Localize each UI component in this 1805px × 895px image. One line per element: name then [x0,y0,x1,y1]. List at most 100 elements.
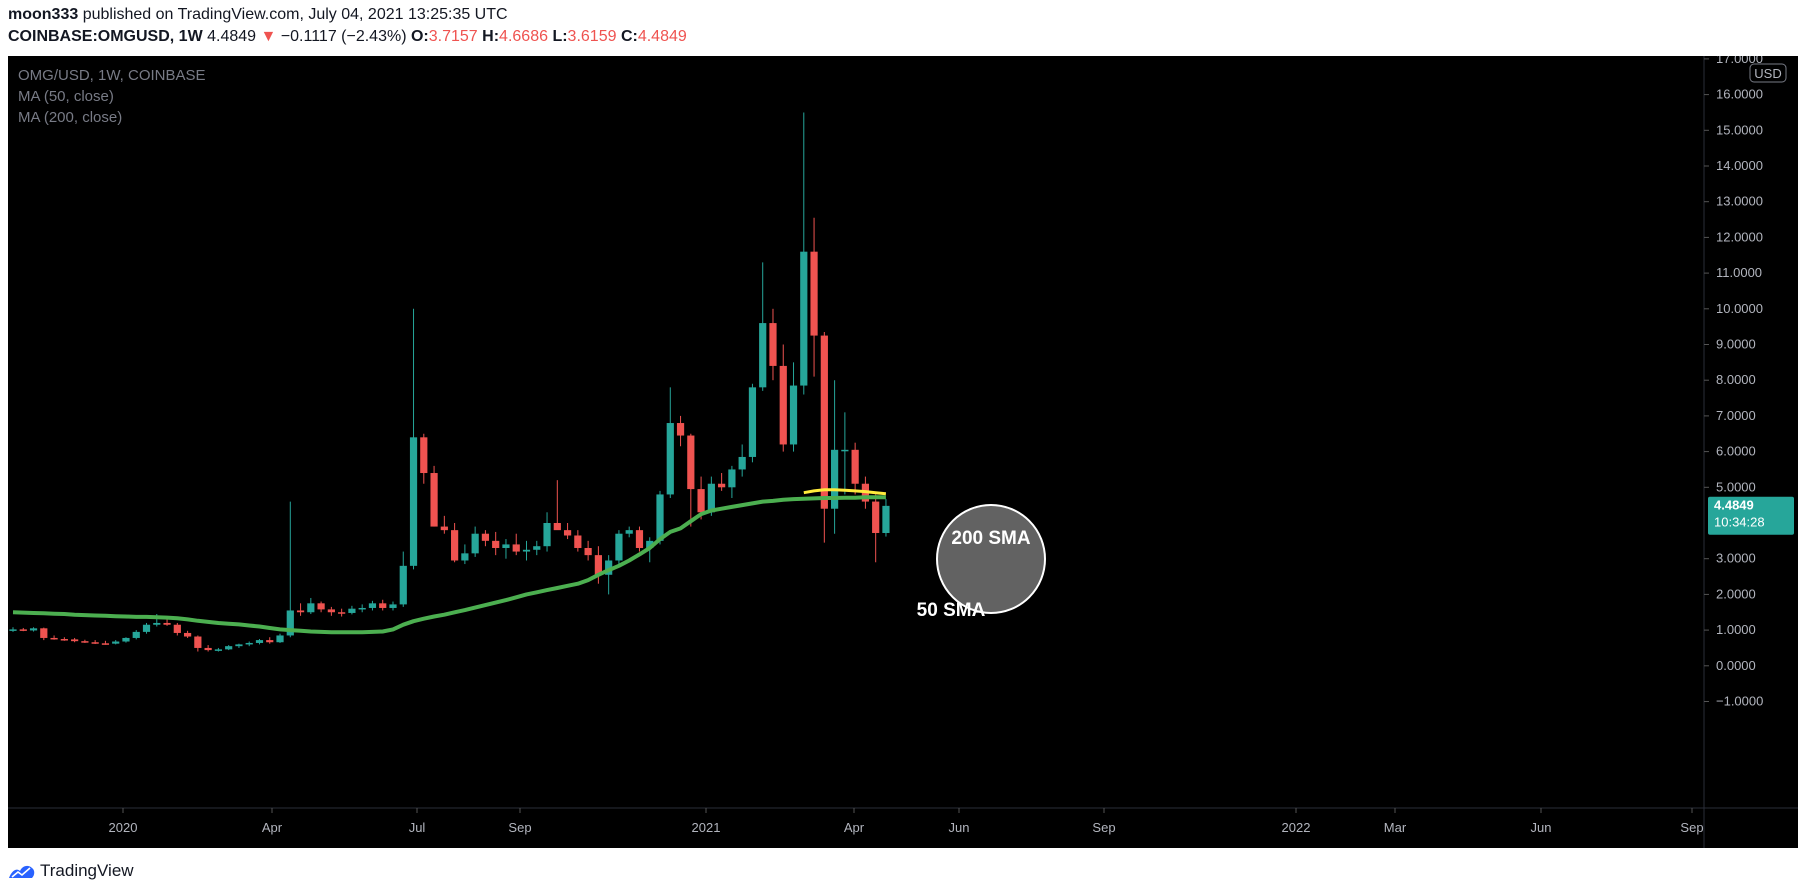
time-tick-label: Sep [508,820,531,835]
candle-body [50,637,58,640]
candle-body [266,640,274,643]
candle-body [635,530,644,548]
time-tick-label: Jun [1531,820,1552,835]
price-chart[interactable]: 17.000016.000015.000014.000013.000012.00… [8,51,1798,848]
candle-body [29,628,38,631]
symbol-name[interactable]: COINBASE:OMGUSD [8,28,170,45]
candle-body [584,547,592,556]
price-tick-label: 13.0000 [1716,194,1763,209]
down-arrow-icon: ▼ [260,28,277,45]
time-tick-label: Jul [409,820,426,835]
candle-body [656,494,664,541]
candle-body [522,549,531,552]
candle-body [872,501,880,533]
price-tick-label: 2.0000 [1716,586,1756,601]
author-name[interactable]: moon333 [8,6,79,23]
candle-body [225,646,233,650]
time-tick-label: 2022 [1282,820,1311,835]
candle-body [707,483,715,513]
close-label: C: [620,28,638,45]
candle-body [327,609,335,613]
candle-body [348,608,356,613]
interval-label[interactable]: 1W [178,28,203,45]
sma200-annotation: 200 SMA [951,528,1030,549]
candle-body [718,483,726,488]
candle-body [317,603,325,610]
candle-body [296,610,305,613]
price-tick-label: 8.0000 [1716,372,1756,387]
candle-body [440,526,448,531]
currency-badge[interactable]: USD [1749,63,1787,83]
candle-body [841,449,849,452]
legend-ma50[interactable]: MA (50, close) [18,88,114,105]
time-tick-label: Sep [1092,820,1115,835]
price-tick-label: 9.0000 [1716,337,1756,352]
candle-body [533,546,541,550]
moving-averages [12,488,887,635]
tradingview-wordmark: TradingView [40,861,134,880]
candle-body [338,612,346,614]
candle-body [738,456,746,470]
time-axis[interactable]: 2020 Apr Jul Sep 2021 Apr Jun Sep 2022 Mar Jun Sep [109,808,1704,835]
candle-body [646,540,654,548]
candle-body [183,632,192,637]
last-price-tag-bg [1708,496,1794,535]
price-change: −0.1117 (−2.43%) [280,28,407,45]
price-tick-label: 6.0000 [1716,444,1756,459]
candle-body [101,643,110,645]
published-text: published on TradingView.com, July 04, 2… [82,6,508,23]
candle-body [399,565,407,605]
chart-legend: OMG/USD, 1W, COINBASE MA (50, close) MA … [18,67,206,126]
candle-body [19,629,27,631]
last-price-tag: 4.4849 10:34:28 [1708,496,1794,535]
candle-body [173,624,181,633]
price-tick-label: 10.0000 [1716,301,1763,316]
price-tick-label: 16.0000 [1716,87,1763,102]
legend-series[interactable]: OMG/USD, 1W, COINBASE [18,67,206,84]
annotation-circle-group: 200 SMA 50 SMA [917,504,1046,621]
candle-body [122,637,130,642]
candle-body [358,607,366,610]
candle-body [194,636,202,648]
candle-body [492,540,500,548]
last-price-tag-value: 4.4849 [1714,498,1754,513]
price-tick-label: 3.0000 [1716,551,1756,566]
candle-body [60,639,68,641]
candle-body [779,365,787,445]
candle-body [471,533,479,554]
price-tick-label: 14.0000 [1716,158,1763,173]
tradingview-logo-icon [9,865,35,878]
candle-body [748,387,757,457]
candle-body [512,544,520,552]
candle-body [409,437,418,566]
candle-body [831,449,839,509]
currency-label: USD [1754,66,1781,81]
candle-body [276,635,284,643]
tradingview-branding[interactable]: TradingView [8,857,134,885]
candle-body [163,622,171,625]
candle-body [40,628,48,638]
sma50-annotation: 50 SMA [917,600,986,621]
chart-area[interactable]: 17.0000 16.0000 15.0000 14.0000 13.0000 12.00… [8,51,1798,848]
low-label: L: [552,28,568,45]
price-tick-label: 11.0000 [1716,265,1762,280]
candle-body [769,323,777,366]
candle-body [594,555,602,575]
ma200-line [803,488,887,496]
ma50-line [12,495,886,635]
last-price: 4.4849 [207,28,257,45]
time-tick-label: Apr [844,820,865,835]
candle-body [368,603,377,608]
legend-ma200[interactable]: MA (200, close) [18,109,122,126]
chart-background [8,56,1798,848]
candle-body [132,631,140,638]
chart-header: moon333 published on TradingView.com, Ju… [8,4,1797,48]
time-tick-label: 2020 [109,820,138,835]
candle-body [142,624,151,632]
candle-body [153,622,161,625]
low-value: 3.6159 [567,28,617,45]
candle-body [389,604,397,608]
price-axis[interactable]: 17.000016.000015.000014.000013.000012.00… [1704,51,1763,709]
time-tick-label: 2021 [692,820,721,835]
candle-body [687,435,695,490]
